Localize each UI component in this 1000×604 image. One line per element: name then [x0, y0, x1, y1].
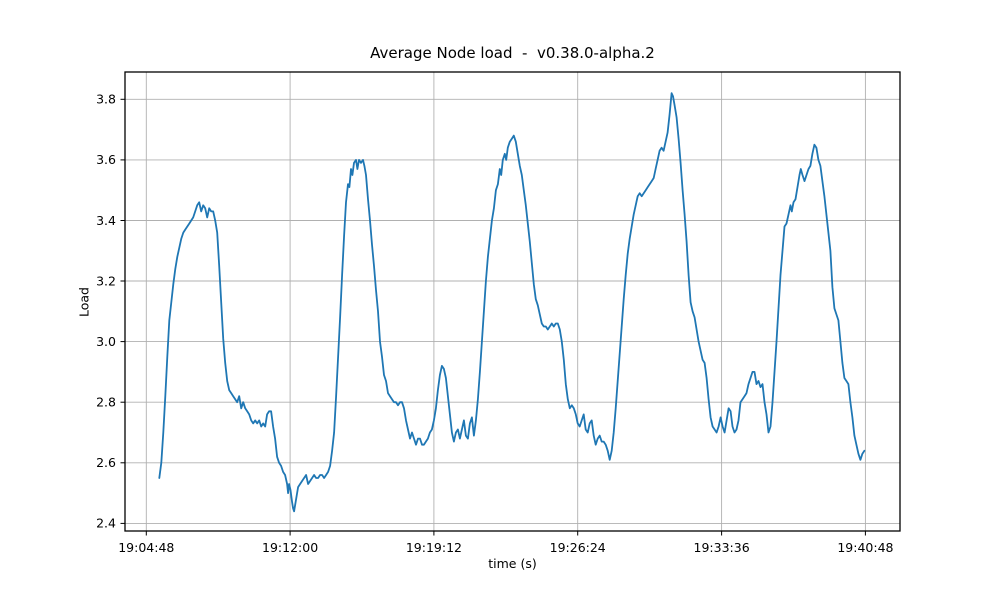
y-tick-label: 3.4	[96, 213, 116, 228]
y-tick-label: 3.2	[96, 273, 116, 288]
y-tick-label: 2.8	[96, 395, 116, 410]
x-tick-label: 19:12:00	[262, 540, 318, 555]
y-tick-label: 2.6	[96, 455, 116, 470]
grid	[125, 72, 900, 531]
chart-title: Average Node load - v0.38.0-alpha.2	[370, 44, 655, 62]
y-tick-label: 2.4	[96, 516, 116, 531]
load-series-line	[158, 92, 866, 513]
x-tick-label: 19:04:48	[118, 540, 174, 555]
y-tick-label: 3.0	[96, 334, 116, 349]
y-tick-label: 3.8	[96, 92, 116, 107]
x-tick-label: 19:26:24	[550, 540, 606, 555]
x-tick-label: 19:19:12	[406, 540, 462, 555]
x-tick-label: 19:40:48	[837, 540, 893, 555]
axes-spines	[124, 71, 901, 532]
y-tick-label: 3.6	[96, 152, 116, 167]
tick-marks	[120, 98, 866, 536]
y-axis-label: Load	[76, 287, 92, 317]
x-tick-label: 19:33:36	[694, 540, 750, 555]
x-axis-label: time (s)	[488, 556, 537, 571]
